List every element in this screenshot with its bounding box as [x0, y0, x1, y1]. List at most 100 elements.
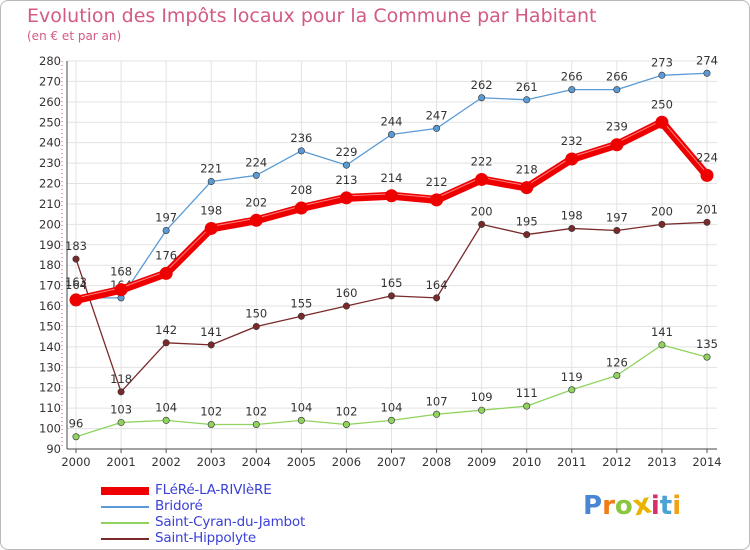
data-label: 102 — [335, 404, 357, 418]
legend-label: Saint-Hippolyte — [155, 530, 256, 546]
data-point — [568, 224, 576, 232]
y-tick-label: 250 — [39, 115, 61, 129]
y-tick-label: 210 — [39, 197, 61, 211]
data-point — [658, 71, 666, 79]
data-label: 208 — [290, 183, 312, 197]
data-point — [385, 189, 398, 203]
data-label: 150 — [245, 306, 267, 320]
data-point — [72, 255, 80, 263]
data-label: 273 — [651, 55, 673, 69]
data-point — [613, 226, 621, 234]
data-label: 224 — [245, 155, 267, 169]
legend: FLéRé-LA-RIVIèRE Bridoré Saint-Cyran-du-Ja… — [101, 482, 401, 547]
data-point — [387, 131, 395, 139]
y-tick-label: 150 — [39, 319, 61, 333]
data-label: 218 — [516, 163, 538, 177]
data-point — [478, 406, 486, 414]
data-label: 198 — [200, 203, 222, 217]
data-label: 213 — [335, 173, 357, 187]
data-label: 109 — [471, 390, 493, 404]
y-tick-label: 280 — [39, 54, 61, 68]
data-label: 168 — [110, 265, 132, 279]
data-point — [478, 94, 486, 102]
data-point — [610, 138, 624, 152]
data-point — [387, 416, 395, 424]
legend-label: FLéRé-LA-RIVIèRE — [155, 482, 272, 498]
data-label: 197 — [606, 210, 628, 224]
x-tick-label: 2003 — [197, 455, 226, 469]
data-label: 222 — [471, 154, 493, 168]
data-label: 163 — [65, 275, 87, 289]
data-label: 160 — [335, 286, 357, 300]
data-label: 104 — [290, 400, 312, 414]
series-Bridoré: 164 164 197 221 224 236 229 244 247 262 261 266 266 2… — [65, 53, 718, 302]
chart-subtitle: (en € et par an) — [27, 29, 122, 43]
series-Saint-Hippolyte: 183 118 142 141 150 155 160 165 164 200 195 198 197 2… — [65, 202, 718, 396]
x-tick-label: 2000 — [61, 455, 90, 469]
data-label: 119 — [561, 370, 583, 384]
data-point — [72, 433, 80, 441]
data-label: 195 — [516, 215, 538, 229]
legend-swatch — [101, 522, 149, 524]
data-label: 102 — [200, 404, 222, 418]
data-point — [114, 283, 128, 297]
data-point — [703, 218, 711, 226]
data-point — [297, 147, 305, 155]
data-point — [568, 86, 576, 94]
logo-letter: r — [602, 491, 615, 521]
y-tick-label: 220 — [39, 177, 61, 191]
data-point — [342, 161, 350, 169]
y-tick-label: 180 — [39, 258, 61, 272]
data-label: 247 — [426, 108, 448, 122]
data-point — [523, 96, 531, 104]
y-tick-label: 240 — [39, 136, 61, 150]
data-label: 221 — [200, 161, 222, 175]
data-point — [159, 266, 173, 280]
series-FLéRé-LA-RIVIèRE: 163 168 176 198 202 208 213 214 212 222 218 232 239 2… — [65, 97, 718, 307]
data-point — [342, 420, 350, 428]
data-label: 244 — [381, 115, 403, 129]
data-label: 198 — [561, 208, 583, 222]
data-label: 164 — [426, 278, 448, 292]
data-label: 104 — [155, 400, 177, 414]
data-point — [249, 213, 263, 227]
data-point — [297, 416, 305, 424]
x-tick-label: 2014 — [692, 455, 721, 469]
data-point — [207, 177, 215, 185]
data-label: 236 — [290, 131, 312, 145]
data-point — [433, 294, 441, 302]
x-tick-label: 2001 — [106, 455, 135, 469]
logo-letter: i — [672, 491, 682, 521]
y-tick-label: 90 — [46, 442, 61, 456]
series-Saint-Cyran-du-Jambot: 96 103 104 102 102 104 102 104 107 109 111 119 126 14… — [69, 325, 718, 441]
x-tick-label: 2008 — [422, 455, 451, 469]
data-point — [565, 152, 579, 166]
legend-swatch — [101, 506, 149, 508]
data-point — [342, 302, 350, 310]
data-point — [162, 416, 170, 424]
x-tick-label: 2007 — [377, 455, 406, 469]
legend-item: Saint-Hippolyte — [101, 530, 401, 547]
logo-letter: t — [659, 491, 673, 521]
data-point — [207, 341, 215, 349]
y-tick-label: 120 — [39, 381, 61, 395]
data-label: 224 — [696, 150, 718, 164]
data-point — [433, 410, 441, 418]
x-tick-label: 2005 — [287, 455, 316, 469]
legend-swatch — [101, 538, 149, 540]
y-tick-label: 200 — [39, 217, 61, 231]
data-point — [252, 171, 260, 179]
data-point — [294, 201, 308, 215]
data-point — [69, 293, 83, 307]
data-point — [658, 341, 666, 349]
x-tick-label: 2009 — [467, 455, 496, 469]
data-point — [207, 420, 215, 428]
logo-letter: o — [614, 491, 633, 521]
data-point — [655, 115, 669, 129]
y-tick-label: 170 — [39, 279, 61, 293]
data-label: 164 — [65, 278, 87, 292]
y-tick-label: 140 — [39, 340, 61, 354]
y-tick-label: 190 — [39, 238, 61, 252]
data-label: 200 — [471, 204, 493, 218]
data-point — [162, 226, 170, 234]
